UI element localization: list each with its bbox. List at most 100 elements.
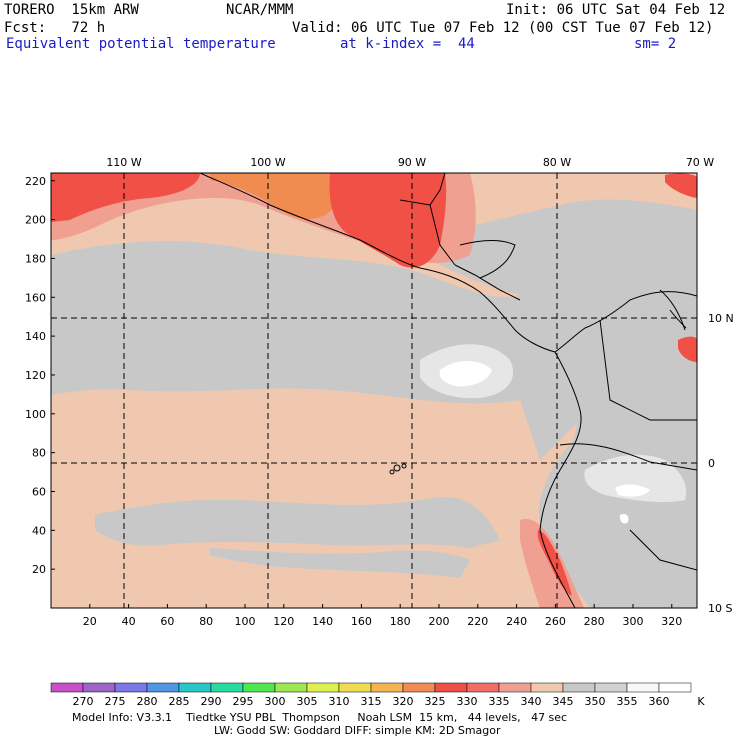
x-tick-label: 20	[83, 615, 97, 628]
colorbar-swatch	[146, 682, 180, 693]
x-tick-label: 140	[312, 615, 333, 628]
colorbar: 270 275 280 285 290 295 300 305 310 315 320 325 330 3…	[50, 682, 705, 708]
venezuela-hot-patch	[678, 336, 697, 362]
colorbar-label: 315	[361, 695, 382, 708]
colorbar-label: 350	[585, 695, 606, 708]
y-tick-label: 40	[32, 524, 46, 537]
y-tick-label: 200	[25, 214, 46, 227]
galapagos-islands	[389, 463, 407, 475]
colorbar-swatch	[402, 682, 436, 693]
latitude-labels: 10 N 0 10 S	[708, 312, 734, 615]
y-tick-label: 60	[32, 485, 46, 498]
x-tick-label: 100	[234, 615, 255, 628]
y-tick-label: 20	[32, 563, 46, 576]
colorbar-swatch	[306, 682, 340, 693]
x-tick-label: 200	[428, 615, 449, 628]
y-tick-label: 100	[25, 408, 46, 421]
light-grey-patch-south	[584, 454, 687, 503]
colorbar-swatch	[114, 682, 148, 693]
colorbar-swatch	[242, 682, 276, 693]
x-tick-label: 80	[199, 615, 213, 628]
x-axis: 20 40 60 80 100 120 140 160 180 200 220 240 260 280 30…	[83, 604, 682, 628]
map-panel	[51, 173, 697, 608]
colorbar-swatch	[178, 682, 212, 693]
colorbar-swatch	[530, 682, 564, 693]
x-tick-label: 220	[467, 615, 488, 628]
lon-label: 100 W	[250, 156, 285, 169]
guatemala-hot	[329, 173, 447, 268]
colorbar-label: 335	[489, 695, 510, 708]
colorbar-swatch	[626, 682, 660, 693]
colorbar-label: 310	[329, 695, 350, 708]
x-tick-label: 120	[273, 615, 294, 628]
colorbar-label: 290	[201, 695, 222, 708]
smoothing-label: sm= 2	[634, 36, 677, 52]
x-tick-label: 300	[622, 615, 643, 628]
y-tick-label: 140	[25, 330, 46, 343]
x-tick-label: 240	[506, 615, 527, 628]
colorbar-swatch	[370, 682, 404, 693]
x-tick-label: 60	[160, 615, 174, 628]
colorbar-label: 280	[137, 695, 158, 708]
peru-coast-hot	[537, 530, 572, 596]
lat-label: 10 S	[708, 602, 732, 615]
colorbar-label: 300	[265, 695, 286, 708]
grid-lines	[51, 173, 697, 608]
colorbar-unit: K	[697, 695, 705, 708]
colorbar-label: 295	[233, 695, 254, 708]
colorbar-label: 345	[553, 695, 574, 708]
colorbar-label: 305	[297, 695, 318, 708]
colorbar-swatch	[562, 682, 596, 693]
x-tick-label: 180	[390, 615, 411, 628]
model-title: TORERO 15km ARW	[4, 2, 139, 18]
mexico-orange	[210, 173, 345, 220]
colorbar-label: 340	[521, 695, 542, 708]
colorbar-swatch	[466, 682, 500, 693]
x-tick-label: 40	[122, 615, 136, 628]
y-axis: 220 200 180 160 140 120 100 80 60 40 20	[25, 175, 55, 576]
colorbar-label: 270	[73, 695, 94, 708]
field-name: Equivalent potential temperature	[6, 36, 276, 52]
colorbar-label: 285	[169, 695, 190, 708]
y-tick-label: 160	[25, 291, 46, 304]
x-tick-label: 280	[584, 615, 605, 628]
colorbar-swatch	[82, 682, 116, 693]
colorbar-label: 360	[649, 695, 670, 708]
organization-label: NCAR/MMM	[226, 2, 294, 18]
map-frame	[50, 172, 698, 609]
lon-label: 110 W	[106, 156, 141, 169]
grey-band-south	[95, 497, 500, 548]
mexico-hot	[51, 173, 200, 222]
colorbar-swatch	[594, 682, 628, 693]
physics-info-line: LW: Godd SW: Goddard DIFF: simple KM: 2D…	[214, 724, 501, 737]
caribbean-hot-patch	[665, 173, 697, 198]
colorbar-swatch	[210, 682, 244, 693]
model-info-line: Model Info: V3.3.1 Tiedtke YSU PBL Thomp…	[72, 711, 568, 724]
lon-label: 70 W	[686, 156, 714, 169]
ocean-tongue	[51, 395, 360, 443]
colorbar-swatch	[658, 682, 692, 693]
colorbar-label: 330	[457, 695, 478, 708]
level-label: at k-index = 44	[340, 36, 475, 52]
lon-label: 80 W	[543, 156, 571, 169]
colorbar-label: 275	[105, 695, 126, 708]
grey-band-mid	[51, 291, 410, 374]
white-patch-south	[615, 484, 650, 497]
init-time: Init: 06 UTC Sat 04 Feb 12	[506, 2, 726, 18]
colorbar-swatch	[274, 682, 308, 693]
map-figure: 110 W 100 W 90 W 80 W 70 W 10 N 0 10 S 2…	[25, 156, 734, 708]
x-tick-label: 320	[661, 615, 682, 628]
colorbar-label: 325	[425, 695, 446, 708]
colorbar-swatch	[498, 682, 532, 693]
grey-eastern-pacific	[420, 199, 697, 461]
y-tick-label: 220	[25, 175, 46, 188]
valid-time: Valid: 06 UTC Tue 07 Feb 12 (00 CST Tue …	[292, 20, 714, 36]
x-tick-label: 260	[545, 615, 566, 628]
y-tick-label: 120	[25, 369, 46, 382]
colorbar-swatch	[338, 682, 372, 693]
white-patch-central	[439, 361, 492, 387]
white-patch-south-2	[619, 513, 629, 524]
colorbar-swatch	[50, 682, 84, 693]
lat-label: 10 N	[708, 312, 734, 325]
y-tick-label: 180	[25, 252, 46, 265]
